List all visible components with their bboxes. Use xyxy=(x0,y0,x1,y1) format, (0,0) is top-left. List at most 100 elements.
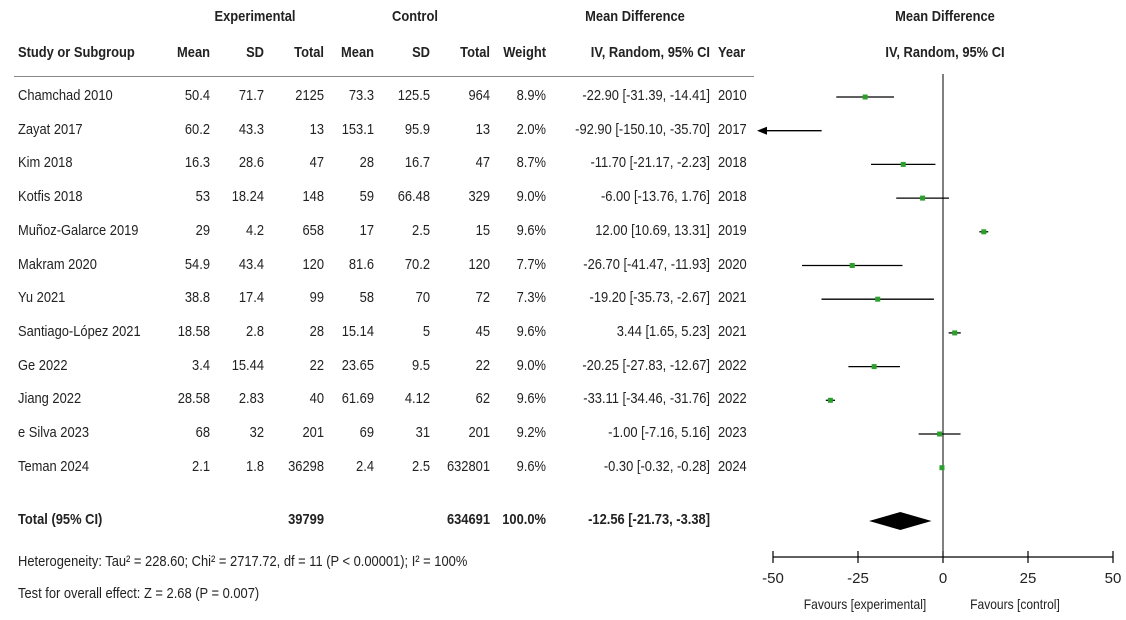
row-sd-experimental: 4.2 xyxy=(246,221,264,239)
row-weight: 2.0% xyxy=(516,120,546,138)
row-sd-experimental: 43.3 xyxy=(238,120,264,138)
row-mean-experimental: 16.3 xyxy=(184,154,210,172)
row-mean-control: 2.4 xyxy=(356,457,374,475)
row-mean-experimental: 3.4 xyxy=(192,356,210,374)
row-ci: -0.30 [-0.32, -0.28] xyxy=(603,457,710,475)
row-mean-experimental: 18.58 xyxy=(177,322,210,340)
x-axis-tick-label: 25 xyxy=(1020,570,1037,587)
header-total-experimental: Total xyxy=(294,44,324,61)
total-experimental: 39799 xyxy=(288,511,324,528)
row-total-control: 45 xyxy=(475,322,490,340)
x-axis-tick-label: 0 xyxy=(939,570,947,587)
row-weight: 9.6% xyxy=(516,221,546,239)
favours-control-label: Favours [control] xyxy=(970,596,1060,612)
row-ci: 3.44 [1.65, 5.23] xyxy=(616,322,710,340)
row-year: 2021 xyxy=(718,289,747,307)
row-study: Jiang 2022 xyxy=(18,390,82,408)
row-mean-control: 81.6 xyxy=(348,255,374,273)
row-mean-control: 23.65 xyxy=(341,356,374,374)
row-mean-control: 153.1 xyxy=(341,120,374,138)
row-total-experimental: 40 xyxy=(309,390,324,408)
row-study: Kotfis 2018 xyxy=(18,188,83,206)
row-ci: -20.25 [-27.83, -12.67] xyxy=(582,356,710,374)
row-sd-experimental: 43.4 xyxy=(238,255,264,273)
row-year: 2018 xyxy=(718,154,747,172)
header-total-control: Total xyxy=(460,44,490,61)
header-sd-control: SD xyxy=(412,44,430,61)
row-total-experimental: 13 xyxy=(309,120,324,138)
row-year: 2010 xyxy=(718,87,747,104)
row-mean-experimental: 50.4 xyxy=(184,87,210,104)
row-total-experimental: 148 xyxy=(302,188,324,206)
pooled-diamond xyxy=(869,512,932,530)
total-weight: 100.0% xyxy=(502,511,546,528)
row-sd-experimental: 2.8 xyxy=(246,322,264,340)
header-group-mean-difference-right: Mean Difference xyxy=(895,8,995,25)
row-study: Zayat 2017 xyxy=(18,120,83,138)
row-weight: 9.2% xyxy=(516,424,546,441)
row-ci: -6.00 [-13.76, 1.76] xyxy=(600,188,710,206)
row-total-control: 15 xyxy=(475,221,490,239)
row-study: e Silva 2023 xyxy=(18,424,90,441)
row-weight: 9.6% xyxy=(516,390,546,408)
row-year: 2022 xyxy=(718,390,747,408)
row-sd-experimental: 1.8 xyxy=(246,457,264,475)
row-sd-experimental: 28.6 xyxy=(238,154,264,172)
row-year: 2024 xyxy=(718,457,747,475)
header-study: Study or Subgroup xyxy=(18,44,135,61)
row-total-control: 201 xyxy=(468,424,490,441)
row-sd-control: 2.5 xyxy=(412,457,430,475)
row-ci: -1.00 [-7.16, 5.16] xyxy=(608,424,710,441)
row-mean-experimental: 68 xyxy=(195,424,210,441)
row-year: 2019 xyxy=(718,221,747,239)
study-point-estimate xyxy=(937,431,943,437)
study-point-estimate xyxy=(939,465,945,471)
row-ci: 12.00 [10.69, 13.31] xyxy=(595,221,710,239)
x-axis-tick-label: -25 xyxy=(847,570,869,587)
row-study: Teman 2024 xyxy=(18,457,90,475)
row-study: Makram 2020 xyxy=(18,255,97,273)
row-sd-control: 2.5 xyxy=(412,221,430,239)
row-weight: 9.6% xyxy=(516,322,546,340)
row-total-experimental: 120 xyxy=(302,255,324,273)
row-total-control: 62 xyxy=(475,390,490,408)
row-ci: -22.90 [-31.39, -14.41] xyxy=(582,87,710,104)
row-weight: 8.7% xyxy=(516,154,546,172)
header-group-control: Control xyxy=(392,8,438,25)
row-total-control: 13 xyxy=(475,120,490,138)
row-mean-control: 69 xyxy=(359,424,374,441)
row-sd-control: 66.48 xyxy=(397,188,430,206)
row-weight: 9.0% xyxy=(516,188,546,206)
study-point-estimate xyxy=(871,364,877,370)
study-point-estimate xyxy=(875,296,881,302)
row-ci: -19.20 [-35.73, -2.67] xyxy=(589,289,710,307)
row-mean-control: 73.3 xyxy=(348,87,374,104)
row-mean-control: 17 xyxy=(359,221,374,239)
row-total-experimental: 99 xyxy=(309,289,324,307)
row-weight: 8.9% xyxy=(516,87,546,104)
row-ci: -11.70 [-21.17, -2.23] xyxy=(590,154,710,172)
study-point-estimate xyxy=(981,229,987,235)
header-group-experimental: Experimental xyxy=(214,8,296,25)
row-year: 2022 xyxy=(718,356,747,374)
header-mean-control: Mean xyxy=(341,44,374,61)
row-sd-control: 31 xyxy=(415,424,430,441)
favours-experimental-label: Favours [experimental] xyxy=(803,596,927,612)
row-weight: 9.6% xyxy=(516,457,546,475)
row-sd-control: 70.2 xyxy=(404,255,430,273)
row-sd-control: 16.7 xyxy=(404,154,430,172)
row-sd-experimental: 17.4 xyxy=(238,289,264,307)
x-axis-tick-label: 50 xyxy=(1105,570,1122,587)
row-mean-experimental: 28.58 xyxy=(177,390,210,408)
header-weight: Weight xyxy=(503,44,546,61)
total-control: 634691 xyxy=(446,511,490,528)
row-ci: -92.90 [-150.10, -35.70] xyxy=(575,120,710,138)
row-sd-experimental: 15.44 xyxy=(231,356,264,374)
row-sd-control: 70 xyxy=(415,289,430,307)
row-sd-experimental: 71.7 xyxy=(238,87,264,104)
study-point-estimate xyxy=(862,94,868,100)
row-mean-experimental: 38.8 xyxy=(184,289,210,307)
row-study: Muñoz-Galarce 2019 xyxy=(18,221,139,239)
row-year: 2018 xyxy=(718,188,747,206)
row-mean-control: 58 xyxy=(359,289,374,307)
